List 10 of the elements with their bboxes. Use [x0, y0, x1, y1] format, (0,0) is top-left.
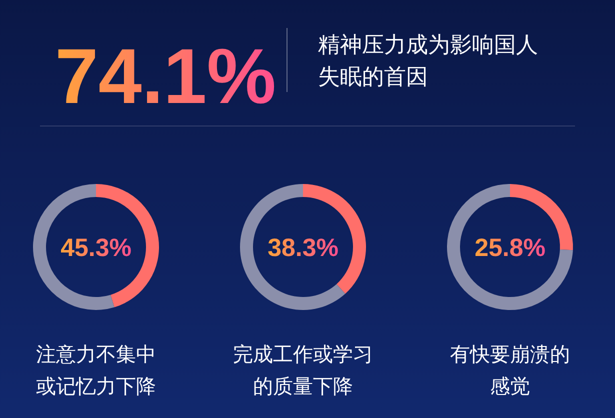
- text: 74.1%: [55, 32, 276, 120]
- donut-slice: [447, 184, 573, 310]
- text: 45.3%: [60, 234, 132, 262]
- text: 38.3%: [268, 234, 338, 262]
- text: 注意力不集中或记忆力下降: [36, 344, 156, 398]
- text: 精神压力成为影响国人失眠的首因: [318, 32, 538, 89]
- text: 有快要崩溃的感觉: [450, 344, 570, 398]
- text: 完成工作或学习的质量下降: [233, 343, 373, 398]
- text: 25.8%: [474, 234, 546, 262]
- donut-slice: [240, 184, 346, 310]
